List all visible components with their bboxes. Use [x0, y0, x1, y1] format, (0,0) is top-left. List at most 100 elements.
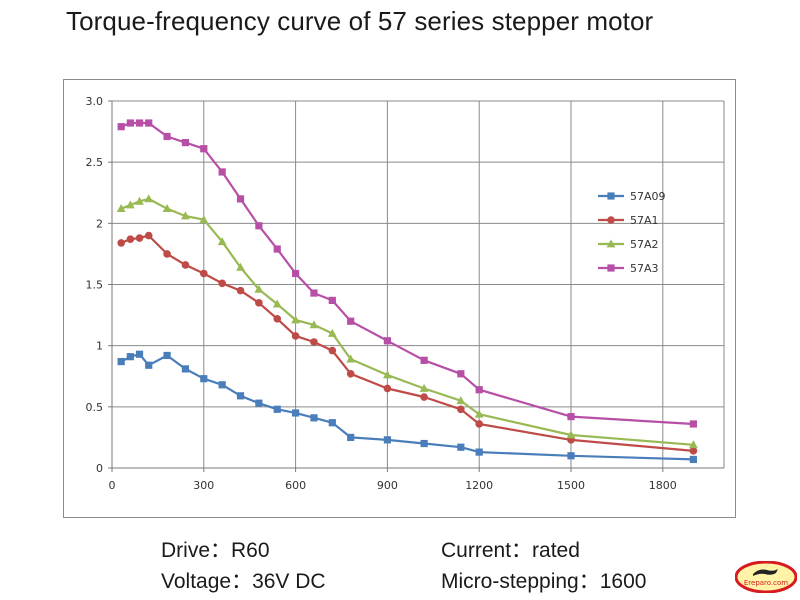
data-point: [457, 443, 465, 451]
data-point: [116, 204, 126, 213]
data-point: [255, 222, 263, 230]
data-point: [163, 351, 171, 360]
data-point: [383, 384, 392, 393]
data-point: [272, 299, 282, 308]
data-point: [255, 299, 263, 307]
data-point: [117, 357, 125, 366]
data-point: [135, 234, 144, 242]
data-point: [456, 396, 466, 405]
data-point: [310, 414, 318, 422]
data-point: [273, 245, 281, 253]
data-point: [310, 338, 318, 346]
data-point: [200, 145, 208, 153]
legend-label: 57A09: [630, 190, 666, 203]
data-point: [218, 381, 226, 389]
data-point: [162, 204, 172, 213]
series-group: [116, 119, 698, 464]
data-point: [310, 289, 318, 297]
legend-item: 57A1: [598, 214, 659, 227]
y-tick-label: 1: [96, 340, 103, 353]
data-point: [567, 413, 575, 421]
data-point: [200, 269, 208, 278]
data-point: [419, 383, 429, 392]
legend-item: 57A09: [598, 190, 666, 203]
data-point: [457, 370, 465, 378]
data-point: [181, 261, 190, 269]
data-point: [181, 138, 190, 147]
data-point: [689, 440, 698, 449]
voltage-label: Voltage：36V DC: [161, 570, 326, 593]
series-57A1: [117, 231, 698, 455]
data-point: [383, 370, 392, 379]
data-point: [689, 447, 698, 455]
legend-label: 57A2: [630, 238, 659, 251]
data-point: [273, 405, 281, 413]
y-tick-label: 0.5: [86, 401, 104, 414]
data-point: [292, 409, 300, 417]
data-point: [689, 455, 697, 464]
y-tick-label: 1.5: [86, 279, 104, 292]
data-point: [117, 239, 125, 247]
data-point: [328, 419, 336, 427]
data-point: [236, 392, 245, 400]
data-point: [420, 393, 428, 401]
x-tick-label: 300: [193, 479, 214, 492]
legend-label: 57A3: [630, 262, 659, 275]
series-57A3: [117, 119, 697, 428]
data-point: [117, 123, 125, 131]
x-tick-label: 600: [285, 479, 306, 492]
data-point: [291, 332, 300, 340]
legend-marker: [607, 264, 615, 272]
y-tick-label: 0: [96, 462, 103, 475]
data-point: [181, 365, 190, 373]
legend-marker: [606, 239, 616, 248]
x-tick-label: 0: [109, 479, 116, 492]
data-point: [475, 420, 484, 428]
data-point: [125, 200, 135, 209]
series-57A2: [116, 194, 698, 449]
data-point: [566, 430, 576, 439]
site-logo: Ereparo.com: [735, 561, 797, 593]
grid-lines: [112, 100, 725, 469]
svg-text:Ereparo.com: Ereparo.com: [744, 579, 788, 587]
data-point: [273, 314, 282, 323]
data-point: [255, 399, 263, 407]
y-tick-label: 2: [96, 217, 103, 230]
data-point: [144, 231, 153, 240]
data-point: [181, 211, 190, 220]
data-point: [126, 119, 134, 127]
x-tick-label: 1500: [557, 479, 585, 492]
x-tick-label: 1800: [649, 479, 677, 492]
data-point: [689, 420, 697, 428]
data-point: [144, 194, 154, 203]
axes: 0 0.5 1 1.5 2 2.5 3.0 0 300 600 900 1200 1500 1800: [86, 95, 724, 492]
drive-label: Drive：R60: [161, 539, 270, 562]
data-point: [347, 433, 355, 442]
data-point: [328, 296, 336, 305]
data-point: [475, 448, 483, 456]
data-point: [567, 452, 575, 460]
data-point: [145, 361, 153, 369]
chart-title: Torque-frequency curve of 57 series step…: [66, 6, 654, 36]
data-point: [292, 269, 300, 278]
data-point: [163, 132, 171, 141]
data-point: [135, 119, 144, 127]
data-point: [236, 262, 245, 271]
data-point: [328, 346, 337, 355]
legend-marker: [607, 192, 615, 200]
data-point: [475, 386, 483, 394]
data-point: [218, 279, 226, 288]
data-point: [420, 439, 428, 448]
data-point: [199, 215, 209, 224]
data-point: [217, 237, 227, 246]
series-57A09: [117, 350, 697, 464]
data-point: [309, 320, 319, 329]
data-point: [218, 168, 226, 176]
legend-label: 57A1: [630, 214, 659, 227]
data-point: [291, 315, 300, 324]
data-point: [145, 119, 153, 127]
current-label: Current：rated: [441, 539, 580, 562]
legend: 57A09 57A1 57A2 57A3: [598, 190, 666, 275]
data-point: [347, 317, 355, 325]
